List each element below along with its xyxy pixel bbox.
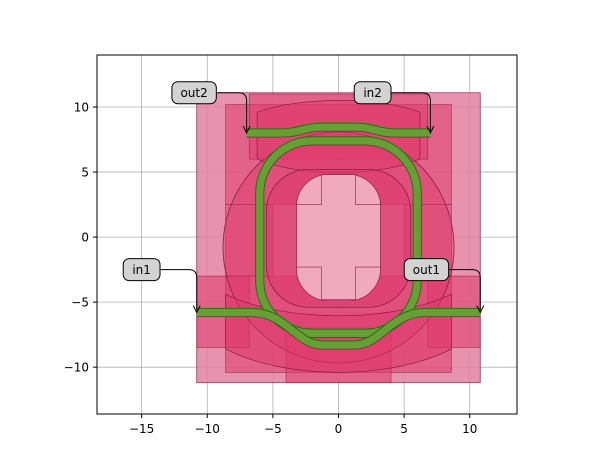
- top-bus-waveguide: [246, 123, 431, 137]
- center-cross-window: [296, 174, 381, 300]
- x-tick-label: 0: [335, 422, 343, 436]
- y-tick-label: 10: [74, 100, 89, 114]
- y-tick-label: −5: [71, 295, 89, 309]
- x-tick-label: −5: [264, 422, 282, 436]
- port-label-in2: in2: [363, 86, 382, 100]
- x-tick-label: −10: [195, 422, 220, 436]
- port-arrow-line: [216, 92, 248, 132]
- x-tick-label: 5: [400, 422, 408, 436]
- y-tick-label: 5: [81, 165, 89, 179]
- port-arrow-line: [448, 269, 481, 311]
- ring-waveguide: [256, 137, 421, 337]
- tick-labels: −15 −10 −5 0 5 10 −10 −5 0 5 10: [64, 100, 478, 436]
- axes-border: [96, 54, 518, 415]
- y-tick-label: 0: [81, 230, 89, 244]
- bottom-bus-waveguide: [196, 308, 481, 349]
- port-arrow-head: [242, 125, 251, 135]
- port-label-box: [403, 258, 450, 282]
- port-annotations: in1 out1 out2 in2: [122, 81, 485, 314]
- port-label-box: [122, 258, 161, 282]
- x-tick-label: −15: [129, 422, 154, 436]
- device-geometry: [196, 92, 481, 384]
- port-label-box: [171, 81, 217, 105]
- port-label-out1: out1: [413, 263, 440, 277]
- port-label-box: [353, 81, 392, 105]
- port-arrow-head: [426, 125, 435, 135]
- port-label-out2: out2: [180, 86, 207, 100]
- x-tick-label: 10: [462, 422, 477, 436]
- port-arrow-line: [391, 92, 431, 132]
- port-label-in1: in1: [132, 263, 151, 277]
- port-arrow-head: [476, 305, 485, 314]
- y-tick-label: −10: [64, 360, 89, 374]
- port-arrow-head: [192, 305, 201, 314]
- port-arrow-line: [160, 269, 198, 311]
- axes-frame: [96, 54, 518, 415]
